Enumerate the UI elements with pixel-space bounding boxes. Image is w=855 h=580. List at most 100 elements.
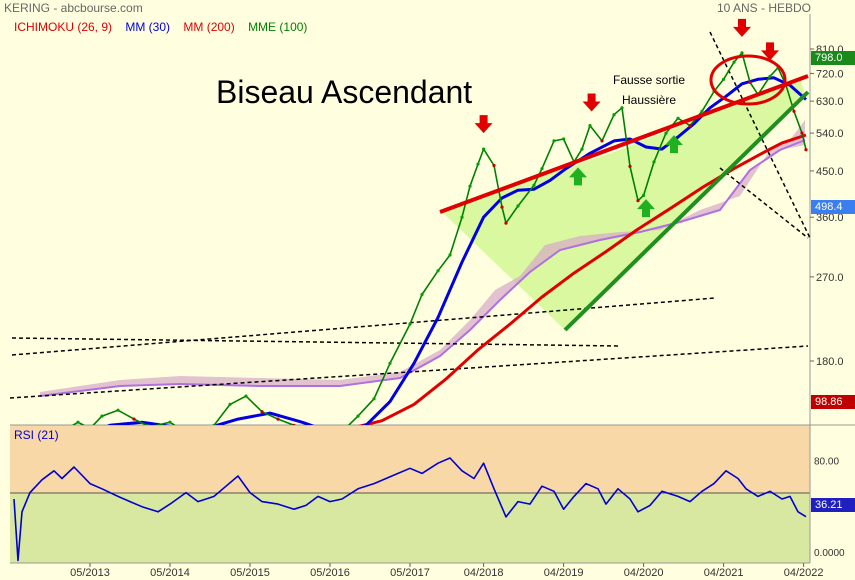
- pattern-title: Biseau Ascendant: [216, 74, 473, 110]
- trendline-mid-long: [11, 297, 716, 356]
- rsi-overbought-zone: [10, 425, 810, 493]
- price-point: [228, 402, 232, 406]
- time-tick-label: 05/2015: [230, 567, 270, 579]
- buy-arrow-icon: [637, 199, 655, 218]
- price-tick-label: 540.0: [816, 128, 844, 140]
- high-price-badge: 798.0: [811, 51, 855, 65]
- series-layer: [71, 51, 808, 425]
- price-point: [722, 77, 726, 81]
- price-point: [420, 292, 424, 297]
- series-line-mm-30-: [106, 76, 807, 425]
- price-point: [460, 215, 464, 219]
- price-point: [642, 193, 646, 197]
- false-breakout-circle: [709, 54, 787, 106]
- price-point: [612, 113, 616, 117]
- price-point: [768, 74, 772, 78]
- price-point: [260, 410, 264, 414]
- indicator-legend: ICHIMOKU (26, 9) MM (30) MM (200) MME (1…: [14, 20, 307, 34]
- time-tick-label: 04/2020: [624, 567, 664, 579]
- price-point: [100, 414, 104, 418]
- price-tick-label: 270.0: [816, 272, 844, 284]
- legend-mm200: MM (200): [183, 20, 235, 34]
- time-tick-label: 04/2019: [544, 567, 584, 579]
- price-point: [388, 361, 392, 365]
- price-point: [408, 322, 412, 326]
- ichimoku-lower-line: [39, 139, 806, 397]
- price-point: [688, 124, 692, 128]
- rsi-oversold-zone: [10, 493, 810, 563]
- legend-mm30: MM (30): [125, 20, 171, 34]
- sell-arrow-icon: [582, 93, 601, 112]
- price-point: [356, 414, 360, 418]
- price-point: [372, 397, 376, 401]
- price-point: [116, 408, 120, 412]
- price-point: [804, 148, 808, 152]
- price-point: [580, 147, 584, 151]
- price-point: [476, 162, 480, 166]
- time-tick-label: 04/2022: [784, 567, 824, 579]
- rsi-last-badge: 36.21: [811, 498, 855, 512]
- price-point: [468, 184, 472, 188]
- rsi-panel: [13, 457, 807, 562]
- low-price-badge: 98.86: [811, 395, 855, 409]
- series-line-mm-200-: [358, 133, 807, 425]
- sell-arrow-icon: [733, 18, 751, 37]
- price-point: [168, 420, 172, 424]
- time-tick-label: 05/2014: [150, 567, 190, 579]
- rsi-axis: 80.00 0.0000: [814, 457, 845, 559]
- buy-arrow-icon: [665, 135, 683, 154]
- time-tick-label: 04/2021: [704, 567, 744, 579]
- price-point: [652, 160, 656, 164]
- trendline-break-dotted: [719, 167, 809, 239]
- price-point: [636, 199, 640, 203]
- rsi-line: [13, 457, 807, 562]
- price-point: [676, 116, 680, 120]
- arrow-layer: [474, 18, 779, 218]
- price-tick-label: 180.0: [816, 356, 844, 368]
- note-line-1: Fausse sortie: [612, 73, 686, 87]
- price-tick-label: 360.0: [816, 212, 844, 224]
- time-tick-label: 05/2013: [70, 567, 110, 579]
- rsi-tick-label: 80.00: [814, 457, 839, 468]
- wedge-lower-line: [563, 90, 810, 332]
- price-point: [540, 167, 544, 171]
- price-point: [664, 131, 668, 135]
- price-tick-label: 630.0: [816, 96, 844, 108]
- price-point: [748, 80, 752, 84]
- trendline-resistance-dotted: [709, 31, 810, 239]
- note-line-2: Haussière: [621, 93, 677, 107]
- rsi-layer: [13, 457, 807, 562]
- price-point: [76, 420, 80, 424]
- time-tick-label: 05/2017: [390, 567, 430, 579]
- series-line-cours: [71, 52, 807, 425]
- buy-arrow-icon: [569, 167, 587, 186]
- price-point: [628, 164, 632, 168]
- price-point: [448, 253, 452, 257]
- price-point: [620, 106, 624, 110]
- rsi-title: RSI (21): [14, 428, 59, 442]
- price-point: [492, 163, 496, 168]
- price-point: [276, 417, 280, 421]
- wedge-upper-line: [439, 74, 809, 214]
- price-point: [700, 109, 704, 113]
- price-point: [516, 204, 520, 208]
- chart-period: 10 ANS - HEBDO: [716, 1, 811, 15]
- price-point: [562, 137, 566, 141]
- sell-arrow-icon: [474, 115, 493, 134]
- price-point: [212, 423, 216, 425]
- price-point: [792, 109, 796, 113]
- last-price-badge: 498.4: [811, 200, 855, 214]
- time-tick-label: 04/2018: [464, 567, 504, 579]
- price-point: [588, 124, 592, 128]
- time-tick-label: 05/2016: [310, 567, 350, 579]
- price-point: [800, 131, 804, 135]
- time-axis: 05/2013 05/2014 05/2015 05/2016 05/2017 04/20…: [70, 563, 823, 579]
- price-point: [292, 423, 296, 425]
- price-point: [600, 139, 604, 143]
- legend-ichimoku: ICHIMOKU (26, 9): [14, 20, 113, 34]
- false-breakout-note: Fausse sortie Haussière: [604, 70, 694, 110]
- legend-mme100: MME (100): [248, 20, 308, 34]
- sell-arrow-icon: [761, 42, 779, 61]
- price-panel: [10, 18, 810, 425]
